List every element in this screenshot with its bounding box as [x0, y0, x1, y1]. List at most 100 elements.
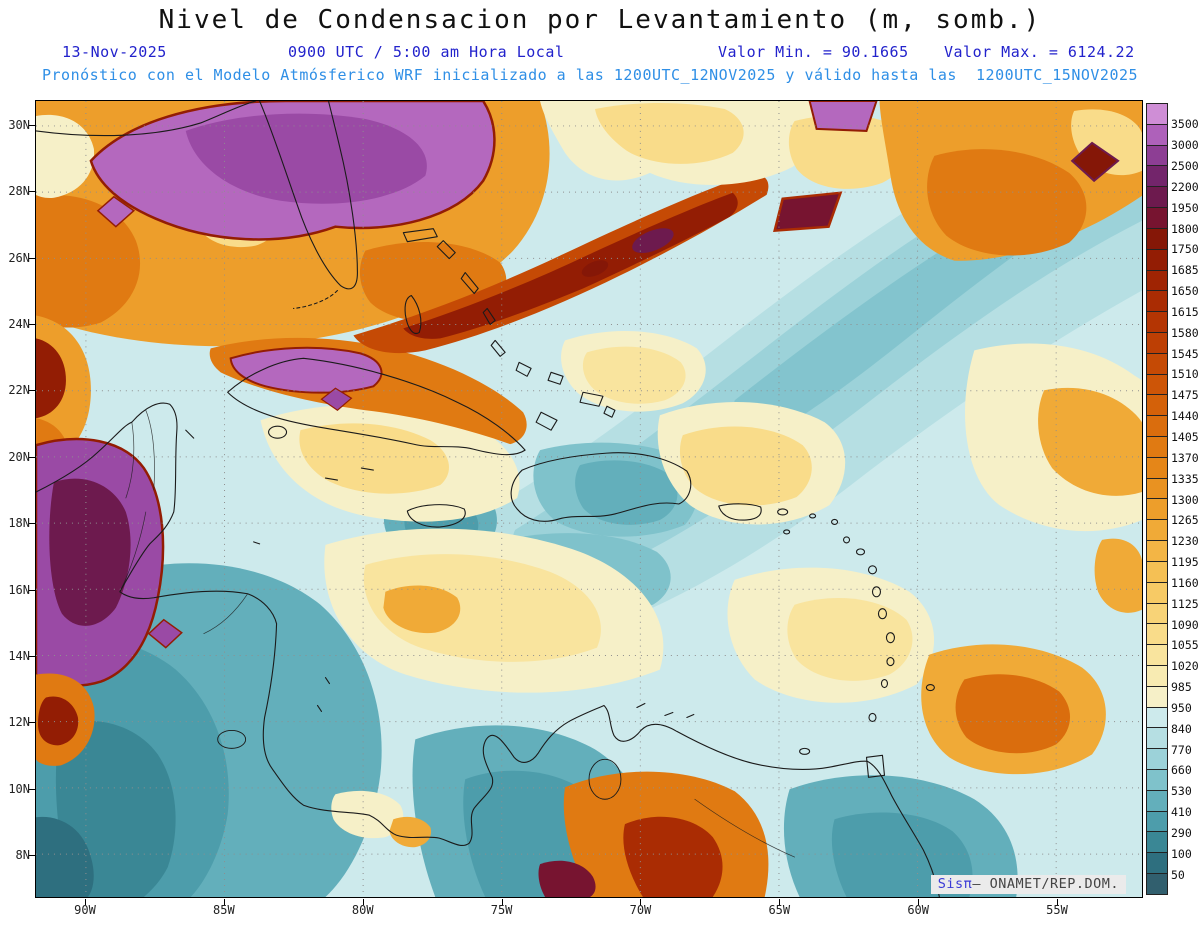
colorbar-tick-label: 1510: [1171, 367, 1199, 382]
lat-tick-label: 26N: [8, 250, 30, 265]
colorbar-tick-label: 1195: [1171, 555, 1199, 570]
colorbar-swatch: [1147, 540, 1167, 561]
colorbar-swatch: [1147, 519, 1167, 541]
colorbar-swatch: [1147, 436, 1167, 457]
page-title: Nivel de Condensacion por Levantamiento …: [158, 5, 1042, 35]
colorbar-tick-label: 1405: [1171, 429, 1199, 444]
colorbar-tick-label: 100: [1171, 846, 1192, 861]
colorbar-tick-label: 290: [1171, 825, 1192, 840]
watermark-app-name: Sisπ: [937, 876, 973, 892]
lat-tick: [29, 589, 35, 591]
colorbar-tick-label: 985: [1171, 680, 1192, 695]
coastlines: [36, 101, 940, 897]
colorbar-swatch: [1147, 789, 1167, 811]
colorbar-swatch: [1147, 311, 1167, 332]
lat-tick: [29, 257, 35, 259]
colorbar-swatch: [1147, 644, 1167, 665]
pi-symbol: π: [963, 876, 973, 892]
colorbar-tick-label: 1475: [1171, 388, 1199, 403]
colorbar-swatch: [1147, 186, 1167, 208]
lon-tick: [501, 899, 503, 905]
lon-tick-label: 80W: [351, 903, 374, 917]
colorbar-tick-label: 2500: [1171, 159, 1199, 174]
lon-tick-label: 90W: [74, 903, 96, 917]
valid-time: 0900 UTC / 5:00 am Hora Local: [288, 43, 565, 61]
lon-tick: [85, 899, 86, 905]
colorbar-tick-label: 1055: [1171, 638, 1199, 653]
colorbar-tick-label: 530: [1171, 784, 1192, 799]
lon-tick-label: 55W: [1046, 903, 1068, 917]
colorbar-swatch: [1147, 104, 1167, 124]
colorbar-swatch: [1147, 685, 1167, 707]
map-canvas: Sisπ– ONAMET/REP.DOM.: [35, 100, 1143, 898]
colorbar-swatch: [1147, 269, 1167, 291]
colorbar-swatch: [1147, 581, 1167, 603]
lon-tick-label: 70W: [629, 903, 652, 917]
lat-tick: [29, 125, 35, 126]
lon-tick: [1057, 899, 1059, 905]
colorbar-swatch: [1147, 769, 1167, 790]
colorbar-swatch: [1147, 123, 1167, 145]
lat-tick-label: 22N: [8, 383, 30, 398]
colorbar-swatch: [1147, 415, 1167, 436]
colorbar-tick-label: 1090: [1171, 617, 1199, 632]
colorbar-tick-label: 1615: [1171, 304, 1199, 319]
forecast-info-line: Pronóstico con el Modelo Atmósferico WRF…: [42, 66, 1139, 84]
colorbar-tick-label: 1160: [1171, 575, 1199, 590]
colorbar-tick-label: 1750: [1171, 242, 1199, 257]
colorbar-swatch: [1147, 290, 1167, 312]
colorbar-tick-label: 1440: [1171, 409, 1199, 424]
colorbar-swatch: [1147, 394, 1167, 416]
colorbar-swatch: [1147, 373, 1167, 395]
colorbar-tick-label: 3000: [1171, 138, 1199, 153]
lon-tick: [779, 899, 781, 905]
colorbar-tick-label: 410: [1171, 805, 1192, 820]
colorbar-tick-label: 1125: [1171, 596, 1199, 611]
colorbar-swatch: [1147, 498, 1167, 520]
colorbar-swatch: [1147, 852, 1167, 874]
lat-tick-label: 30N: [8, 118, 30, 132]
lon-tick-label: 85W: [213, 903, 235, 917]
colorbar-swatch: [1147, 331, 1167, 353]
colorbar-swatch: [1147, 456, 1167, 478]
valid-date: 13-Nov-2025: [62, 43, 167, 61]
colorbar-tick-label: 770: [1171, 742, 1192, 757]
lon-tick-label: 65W: [768, 903, 791, 917]
lon-tick: [362, 899, 364, 905]
value-min-label: Valor Min. = 90.1665: [718, 43, 909, 61]
lat-tick: [29, 722, 35, 724]
lat-tick-label: 20N: [8, 449, 30, 464]
colorbar-tick-label: 1580: [1171, 325, 1199, 340]
colorbar-swatch: [1147, 560, 1167, 582]
colorbar-tick-label: 2200: [1171, 179, 1199, 194]
colorbar-tick-label: 1545: [1171, 346, 1199, 361]
lat-tick: [29, 788, 35, 790]
colorbar-swatch: [1147, 623, 1167, 645]
lat-tick: [29, 390, 35, 392]
colorbar-swatch: [1147, 144, 1167, 166]
colorbar-swatch: [1147, 207, 1167, 228]
colorbar-tick-label: 1950: [1171, 200, 1199, 215]
colorbar-tick-label: 3500: [1171, 117, 1199, 132]
colorbar-tick-label: 1650: [1171, 284, 1199, 299]
lon-tick: [640, 899, 642, 905]
lon-tick-label: 60W: [907, 903, 929, 917]
watermark-org: – ONAMET/REP.DOM.: [972, 876, 1119, 892]
colorbar-tick-label: 1230: [1171, 534, 1199, 549]
lon-tick: [223, 899, 225, 905]
colorbar-swatch: [1147, 248, 1167, 270]
lat-tick-label: 14N: [8, 648, 30, 663]
colorbar-tick-label: 950: [1171, 700, 1192, 715]
colorbar-swatch: [1147, 664, 1167, 686]
colorbar-swatch: [1147, 831, 1167, 853]
lat-tick: [29, 523, 35, 525]
colorbar-tick-label: 1265: [1171, 513, 1199, 528]
colorbar-swatch: [1147, 352, 1167, 374]
lon-tick: [918, 899, 920, 905]
colorbar-swatch: [1147, 748, 1167, 769]
colorbar-swatch: [1147, 727, 1167, 749]
colorbar-swatch: [1147, 706, 1167, 728]
lat-tick: [29, 655, 35, 657]
colorbar-tick-label: 1370: [1171, 450, 1199, 465]
